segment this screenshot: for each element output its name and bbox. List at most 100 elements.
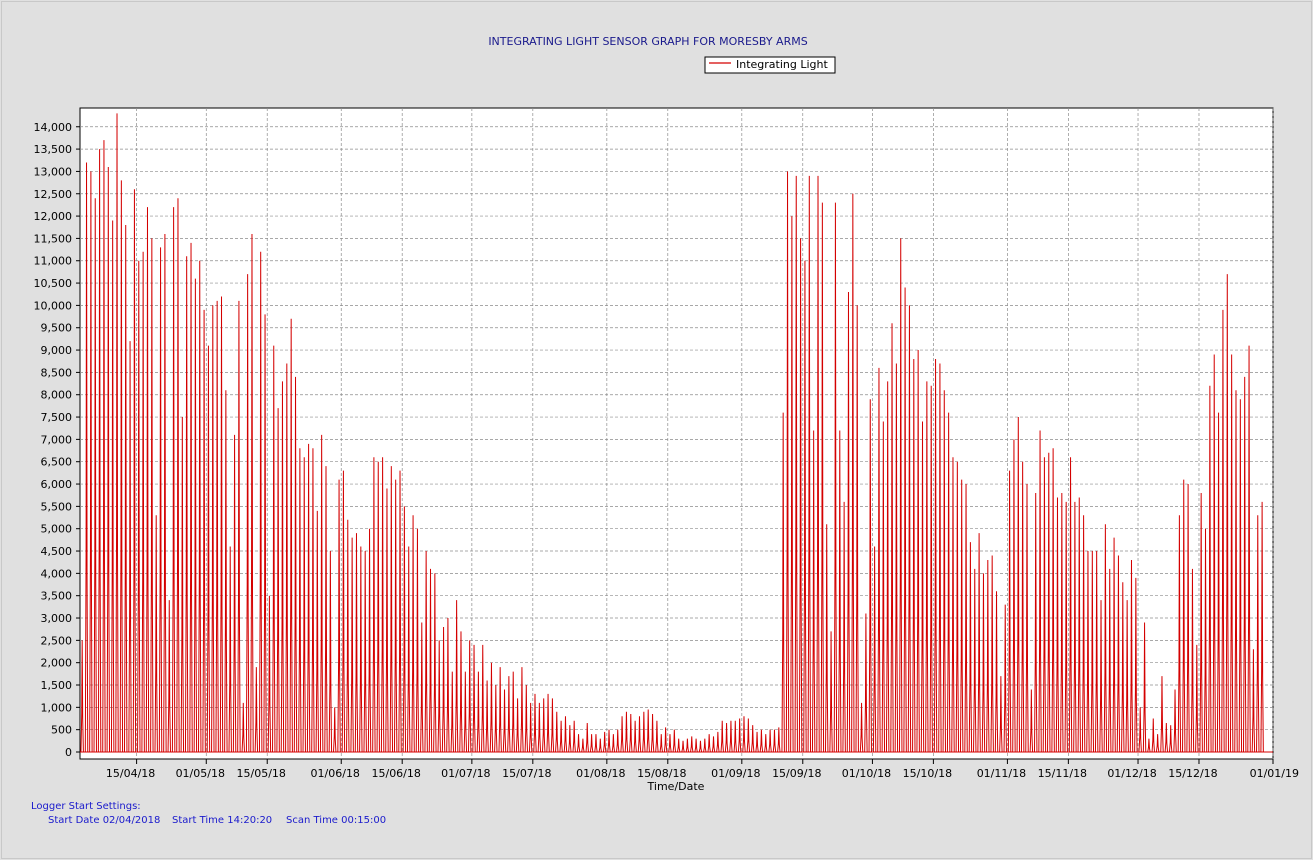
data-spike [1121,582,1125,753]
data-spike [716,731,720,753]
x-tick-label: 01/12/18 [1107,767,1156,780]
data-spike [864,613,868,753]
x-axis-title: Time/Date [647,780,705,793]
data-spike [681,740,685,753]
data-spike [315,510,320,753]
data-spike [1042,457,1047,753]
chart-title: INTEGRATING LIGHT SENSOR GRAPH FOR MORES… [488,35,807,48]
data-spike [1203,528,1208,753]
y-tick-label: 3,000 [41,612,73,625]
data-spike [820,202,825,753]
data-spike [528,702,533,753]
data-spike [624,711,629,753]
data-spike [1256,515,1260,753]
data-spike [620,716,624,753]
data-spike [1112,537,1116,753]
data-spike [285,363,289,753]
data-spike [742,716,746,753]
data-spike [629,714,633,753]
x-tick-label: 01/07/18 [441,767,490,780]
y-tick-label: 5,500 [41,500,73,513]
data-spike [576,734,581,753]
data-spike [1060,492,1064,753]
data-spike [428,568,433,753]
data-spike [537,702,542,753]
data-spike [794,175,798,753]
data-spike [1195,644,1199,753]
data-spike [250,233,254,753]
data-spike [1182,479,1186,753]
data-spike [467,640,472,753]
data-spike [759,729,764,753]
legend: Integrating Light [704,56,836,74]
data-spike [1068,457,1073,753]
data-spike [1051,448,1055,753]
data-spike [1160,676,1164,753]
data-spike [332,707,337,753]
data-spike [389,466,394,753]
data-spike [520,667,524,753]
data-spike [420,622,424,753]
data-spike [1208,385,1212,753]
data-spike [925,381,929,753]
data-spike [93,198,97,753]
data-spike [1173,689,1177,753]
y-tick-label: 6,000 [41,478,73,491]
y-tick-label: 500 [51,724,72,737]
y-tick-label: 12,500 [34,188,73,201]
data-spike [872,546,877,753]
data-spike [189,242,193,753]
data-spike [1251,649,1256,753]
data-spike [598,738,603,753]
y-tick-label: 13,000 [34,165,73,178]
data-spike [798,238,803,753]
data-spike [454,600,459,753]
scan-time-text: Scan Time 00:15:00 [286,815,386,826]
data-spike [298,448,302,753]
data-spike [772,729,777,753]
data-spike [611,734,616,753]
x-tick-label: 01/10/18 [842,767,891,780]
data-spike [459,631,463,753]
y-tick-label: 1,500 [41,679,73,692]
data-spike [354,533,359,753]
data-spike [84,162,89,753]
data-spike [868,399,872,753]
data-spike [676,738,681,753]
data-spike [163,233,167,753]
data-spike [811,430,816,753]
data-spike [463,671,468,753]
data-spike [546,693,550,753]
data-spike [228,546,232,753]
y-tick-label: 2,500 [41,634,73,647]
data-spike [171,207,176,753]
data-spike [764,734,768,753]
data-spike [158,247,163,753]
data-spike [968,542,973,753]
data-spike [920,421,925,753]
data-spike [110,220,115,753]
data-spike [311,448,315,753]
data-spike [198,260,202,753]
data-spike [263,314,267,753]
data-spike [433,573,437,753]
y-tick-label: 10,000 [34,299,73,312]
data-spike [359,546,363,753]
data-spike [141,251,145,753]
data-spike [267,595,272,753]
data-spike [563,716,568,753]
data-spike [1055,497,1060,753]
data-spike [964,484,968,753]
plot-area [79,107,1274,760]
data-spike [280,381,285,753]
data-spike [890,323,894,753]
data-spike [1186,484,1190,753]
data-spike [115,113,119,753]
data-spike [524,685,529,753]
data-spike [380,457,385,753]
x-tick-label: 01/09/18 [711,767,760,780]
data-spike [1238,399,1243,753]
data-spike [481,644,485,753]
data-spike [951,457,955,753]
data-spike [167,600,171,753]
